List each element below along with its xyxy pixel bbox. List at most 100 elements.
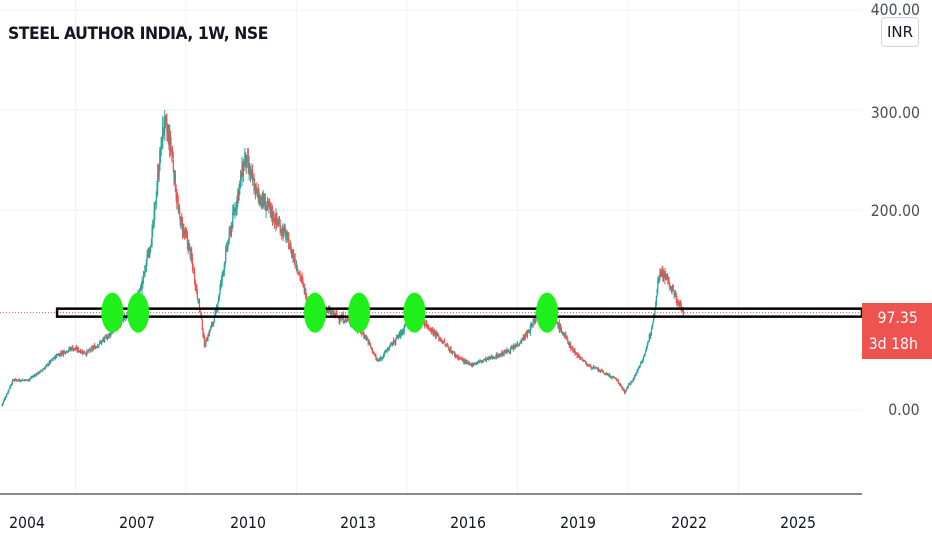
candle-body [623,389,625,391]
candle-body [456,356,458,358]
candle-body [655,296,658,305]
candle-body [293,260,296,262]
candle-body [594,367,596,369]
candle-body [397,335,400,338]
candle-body [290,250,293,255]
candle-body [644,353,646,356]
candle-body [19,381,21,383]
candle-body [584,361,587,364]
candle-body [648,334,650,342]
candle-body [26,379,28,381]
candle-body [240,174,242,178]
candle-body [48,361,50,365]
candle-body [567,339,569,344]
candle-body [164,115,166,131]
touch-marker [101,292,124,333]
candle-body [628,384,630,386]
candle-body [367,338,369,344]
candle-body [60,352,62,354]
candle-body [292,253,294,257]
candle-body [83,350,85,353]
candle-body [626,387,628,389]
candle-body [391,343,393,346]
candle-body [427,324,429,328]
candle-body [228,230,230,240]
candle-body [581,358,583,360]
candle-body [572,347,574,351]
candle-body [165,116,167,122]
candle-body [452,351,454,353]
candle-body [206,339,208,342]
candle-body [521,337,524,339]
candle-body [191,252,193,261]
candle-body [368,341,370,343]
candle-body [662,274,665,279]
candle-body [111,333,113,335]
candle-body [67,350,70,352]
candle-body [627,385,629,389]
candle-body [404,324,406,327]
candle-body [679,302,681,305]
candle-body [458,358,461,360]
candle-body [181,216,183,222]
candle-body [259,194,261,201]
candle-body [561,332,563,334]
candle-body [303,284,305,286]
candle-body [14,378,16,381]
candle-body [295,265,297,267]
candle-body [504,350,507,353]
candle-body [170,147,172,150]
candle-body [201,319,203,331]
candle-body [289,244,291,247]
candle-body [7,390,9,394]
candle-body [533,319,535,322]
candle-body [254,185,256,190]
currency-button[interactable]: INR [881,17,919,47]
candle-body [520,341,522,343]
candle-body [69,348,72,350]
touch-marker [348,292,371,333]
candle-body [28,378,31,381]
candle-body [502,354,505,356]
candle-body [631,381,633,383]
candle-body [35,375,37,377]
candle-body [601,370,603,372]
candle-body [529,326,531,333]
candle-body [663,271,665,273]
candle-body [575,352,577,355]
candle-body [477,362,479,364]
candle-body [378,359,380,361]
candle-body [219,286,221,294]
candle-body [254,183,257,196]
candle-body [677,300,679,302]
candle-body [177,203,179,210]
candle-body [462,359,464,361]
candle-body [514,346,517,348]
candle-body [448,350,451,352]
candle-body [56,355,58,357]
candle-body [163,127,165,129]
candle-body [49,361,51,363]
candle-body [18,379,20,381]
candle-body [264,198,266,205]
candle-body [244,156,246,168]
candle-body [587,365,590,367]
price-tick-300: 300.00 [870,103,920,122]
candle-body [66,351,68,353]
candle-body [13,380,16,382]
candle-body [583,360,585,362]
candle-body [9,385,11,389]
candle-body [506,349,508,353]
candle-body [17,379,19,381]
candle-body [13,380,15,382]
candle-body [434,333,436,337]
candle-body [242,163,245,177]
candle-body [635,373,637,376]
candle-body [442,342,444,345]
candle-body [266,200,269,208]
candle-body [27,379,29,381]
candle-body [286,234,288,237]
candle-body [154,203,156,213]
candle-body [78,351,80,353]
